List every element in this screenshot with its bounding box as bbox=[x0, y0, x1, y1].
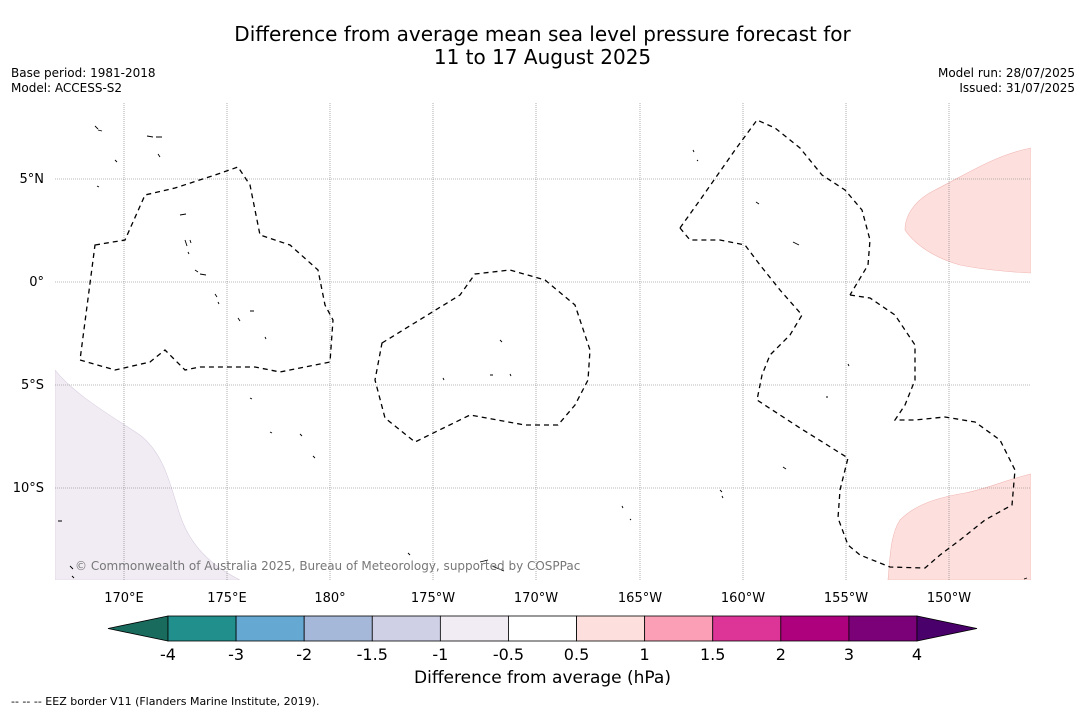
colorbar-extend-high bbox=[916, 615, 978, 642]
lon-tick-label: 180° bbox=[314, 591, 345, 606]
colorbar-tick-label: -2 bbox=[296, 645, 313, 664]
eez-border-central bbox=[374, 269, 591, 443]
colorbar-tick-label: 0.5 bbox=[563, 645, 590, 664]
lon-tick-label: 170°W bbox=[514, 591, 558, 606]
colorbar-tick-label: -0.5 bbox=[492, 645, 525, 664]
lon-tick-label: 160°W bbox=[721, 591, 765, 606]
colorbar-segment bbox=[439, 615, 509, 642]
eez-border-west bbox=[79, 166, 334, 373]
lon-tick-label: 175°W bbox=[411, 591, 455, 606]
eez-legend-note: -- -- -- EEZ border V11 (Flanders Marine… bbox=[11, 695, 320, 708]
lat-tick-label: 10°S bbox=[13, 481, 44, 496]
model-run-text: Model run: 28/07/2025 bbox=[937, 66, 1075, 80]
colorbar-extend-low bbox=[107, 615, 169, 642]
colorbar-tick-label: 4 bbox=[911, 645, 923, 664]
colorbar-tick-label: -1.5 bbox=[356, 645, 388, 664]
lat-tick-label: 5°S bbox=[21, 378, 44, 393]
colorbar-tick-label: -4 bbox=[160, 645, 176, 664]
colorbar-segment bbox=[780, 615, 850, 642]
chart-title-line2: 11 to 17 August 2025 bbox=[433, 45, 652, 69]
chart-title-line1: Difference from average mean sea level p… bbox=[234, 22, 851, 46]
colorbar-segment bbox=[576, 615, 646, 642]
lon-tick-label: 155°W bbox=[824, 591, 868, 606]
colorbar-segment bbox=[712, 615, 782, 642]
colorbar bbox=[107, 615, 978, 642]
model-text: Model: ACCESS-S2 bbox=[11, 81, 123, 95]
copyright-text: © Commonwealth of Australia 2025, Bureau… bbox=[75, 559, 580, 573]
colorbar-tick-label: 3 bbox=[843, 645, 854, 664]
shaded-region-positive-north bbox=[904, 147, 1031, 274]
eez-border-east-link bbox=[679, 227, 849, 519]
lon-tick-label: 150°W bbox=[927, 591, 971, 606]
grid-lines bbox=[55, 103, 1031, 580]
island-outlines bbox=[58, 125, 1028, 580]
colorbar-segment bbox=[508, 615, 577, 642]
base-period-text: Base period: 1981-2018 bbox=[11, 66, 156, 80]
lon-tick-label: 165°W bbox=[618, 591, 662, 606]
lat-tick-label: 0° bbox=[29, 275, 44, 290]
eez-border-east-south bbox=[837, 294, 1016, 569]
lon-tick-label: 175°E bbox=[207, 591, 247, 606]
lat-tick-label: 5°N bbox=[20, 172, 45, 187]
colorbar-tick-label: 1.5 bbox=[699, 645, 726, 664]
colorbar-segment bbox=[167, 615, 237, 642]
colorbar-title: Difference from average (hPa) bbox=[414, 668, 671, 688]
eez-borders bbox=[79, 119, 1016, 569]
shaded-region-positive-south bbox=[887, 473, 1031, 580]
colorbar-tick-label: -1 bbox=[432, 645, 449, 664]
shaded-region-negative bbox=[55, 369, 241, 580]
colorbar-segment bbox=[303, 615, 373, 642]
eez-border-east-north bbox=[679, 119, 871, 296]
issued-text: Issued: 31/07/2025 bbox=[959, 81, 1075, 95]
colorbar-segment bbox=[644, 615, 714, 642]
map-frame: © Commonwealth of Australia 2025, Bureau… bbox=[55, 103, 1031, 580]
colorbar-tick-label: 2 bbox=[775, 645, 786, 664]
lon-tick-label: 170°E bbox=[104, 591, 144, 606]
colorbar-segment bbox=[848, 615, 918, 642]
colorbar-tick-label: -3 bbox=[228, 645, 245, 664]
colorbar-tick-label: 1 bbox=[639, 645, 650, 664]
colorbar-segment bbox=[235, 615, 305, 642]
colorbar-segment bbox=[371, 615, 441, 642]
